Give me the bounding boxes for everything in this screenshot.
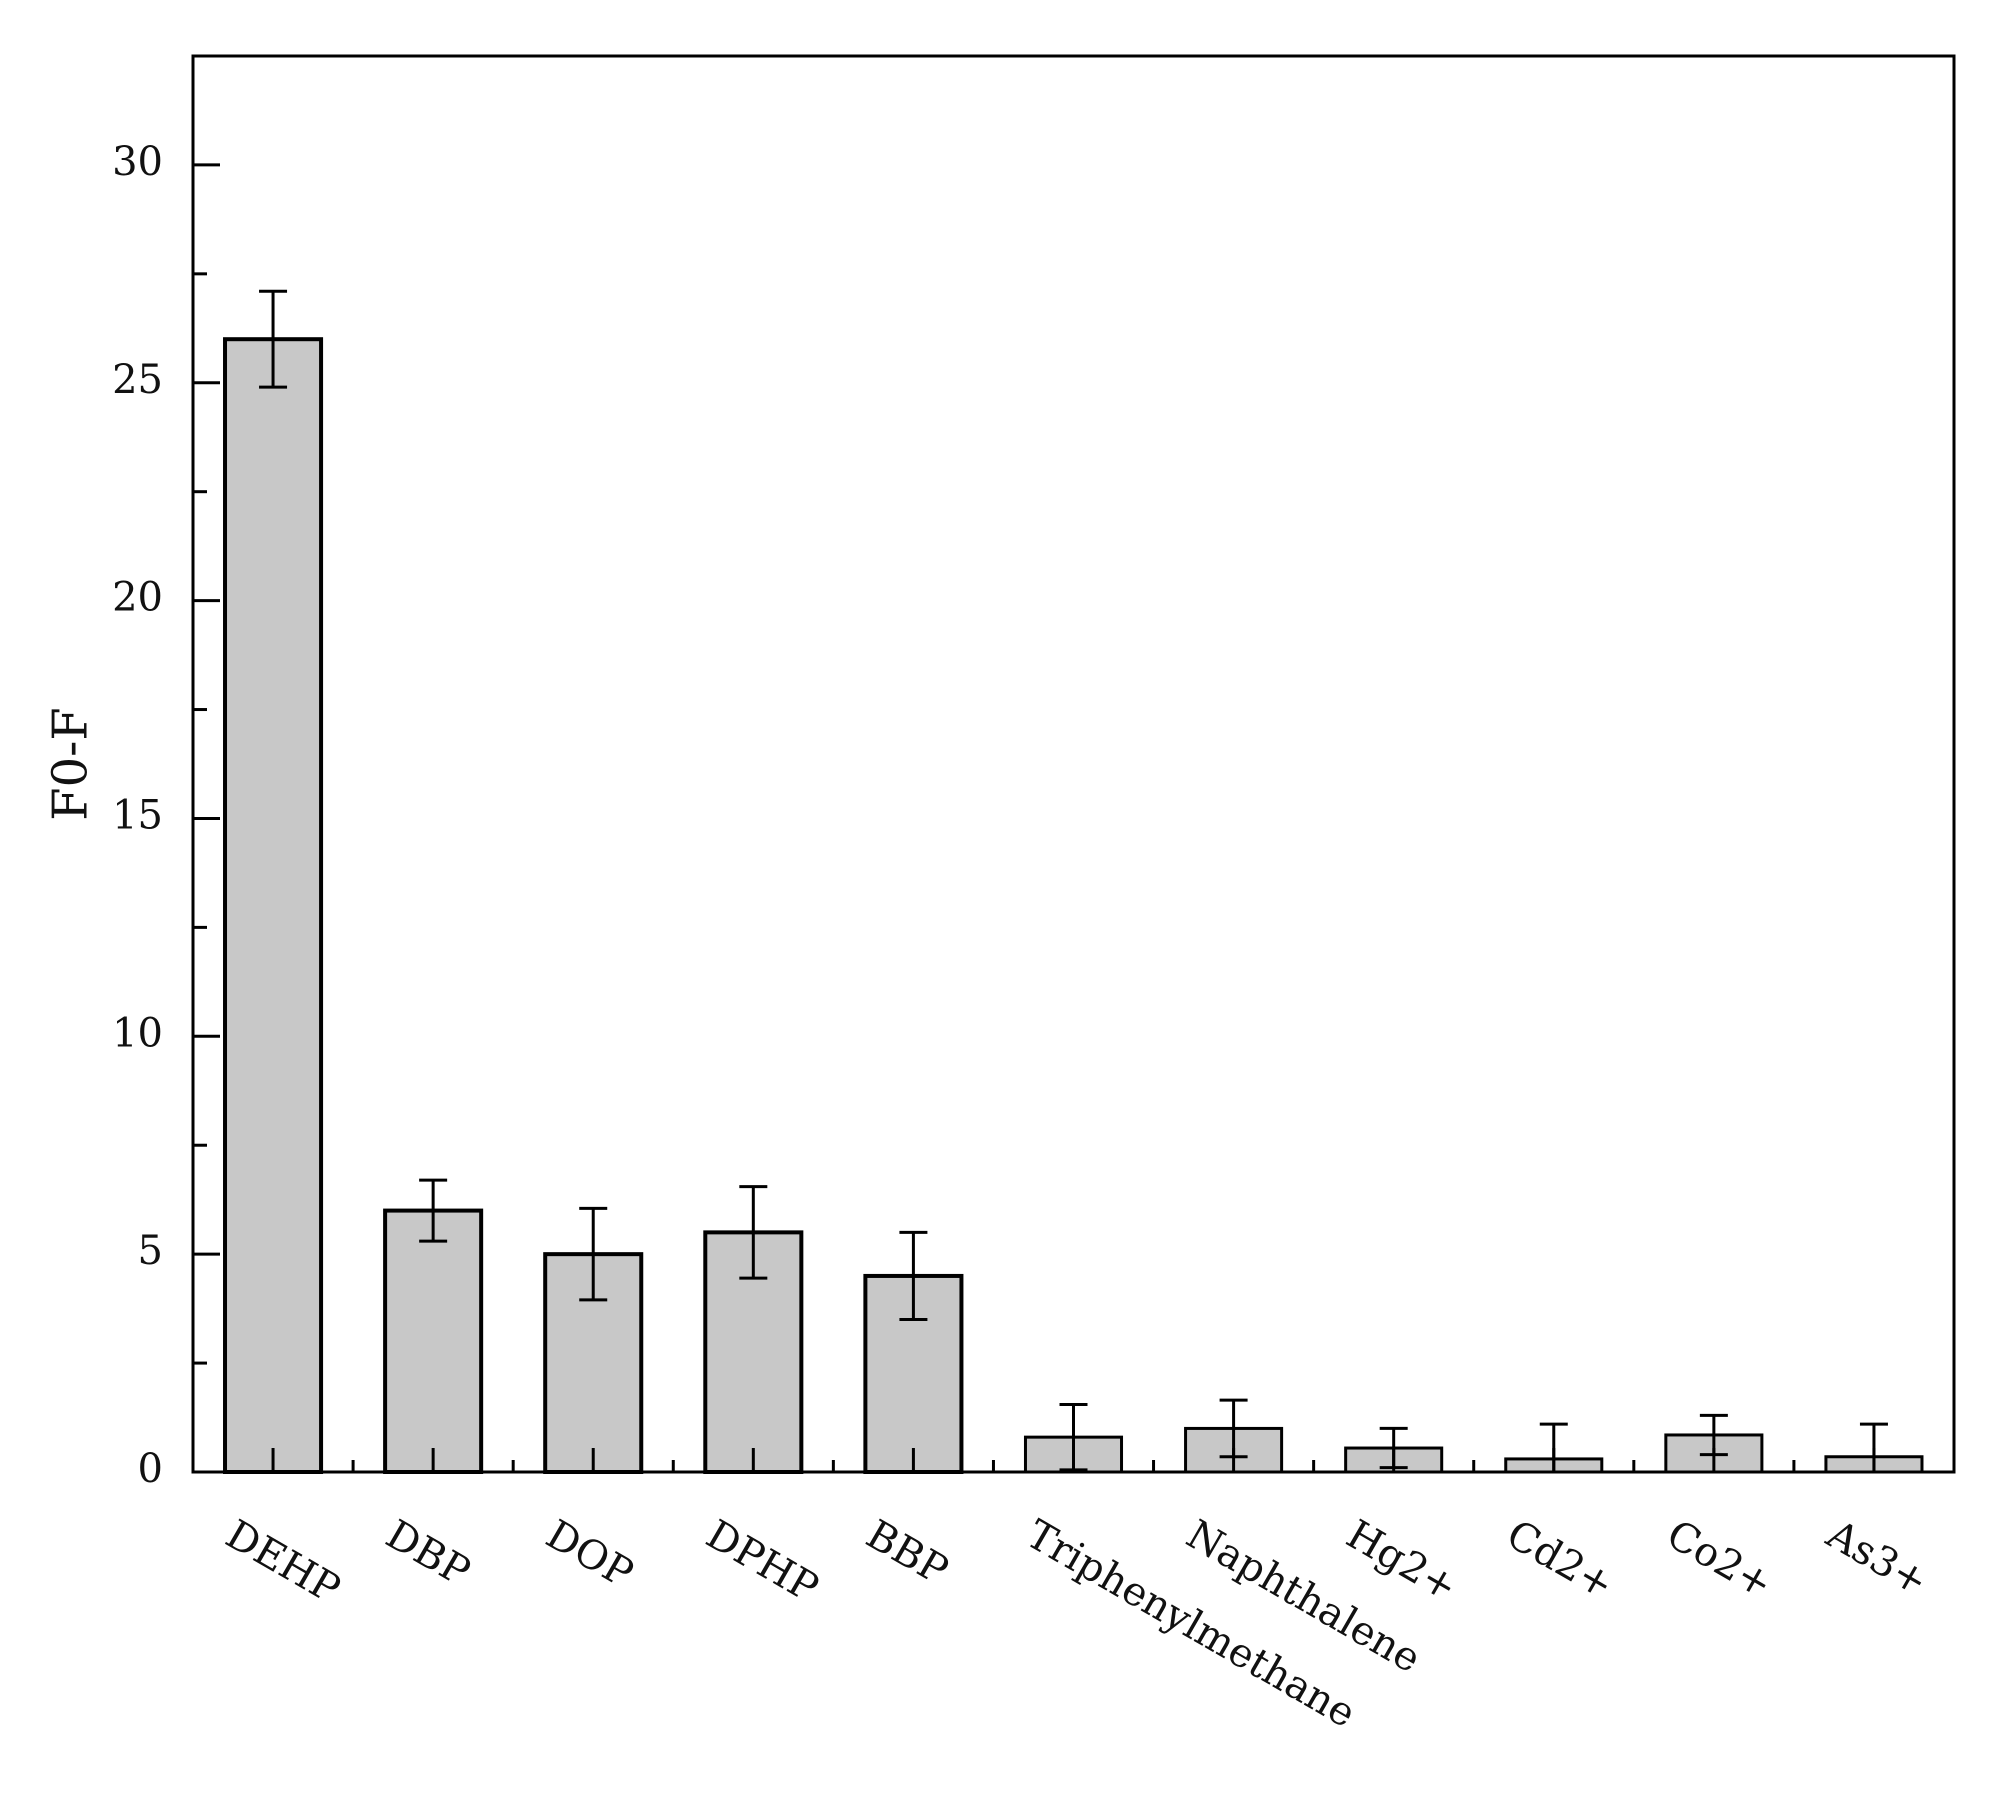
y-tick-label: 0 — [138, 1446, 163, 1492]
y-tick-label: 20 — [112, 575, 163, 621]
bar — [383, 1208, 484, 1474]
y-tick-label: 30 — [112, 139, 163, 185]
y-tick-label: 25 — [112, 357, 163, 403]
y-tick-label: 10 — [112, 1010, 163, 1056]
y-axis: 0 5 10 15 20 25 30 — [112, 139, 220, 1492]
y-tick-label: 15 — [112, 792, 163, 838]
bar — [223, 337, 324, 1475]
bars-layer — [223, 337, 1924, 1475]
y-tick-label: 5 — [138, 1228, 163, 1274]
y-axis-label: F0-F — [43, 707, 99, 820]
